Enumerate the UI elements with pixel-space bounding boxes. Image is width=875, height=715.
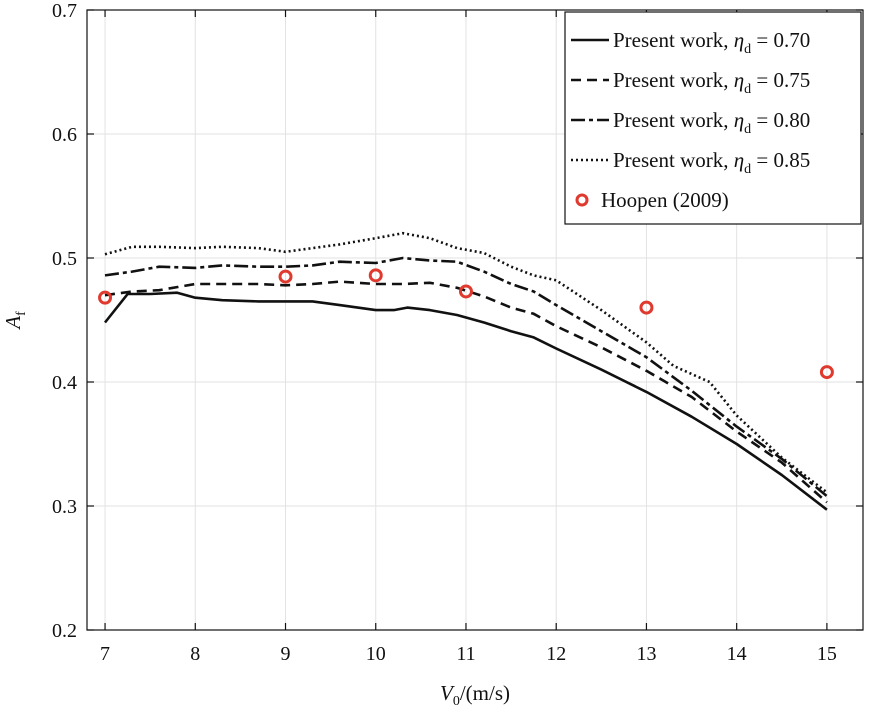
- legend-label-2: Present work, ηd = 0.80: [613, 108, 810, 137]
- y-tick-label-5: 0.7: [52, 0, 77, 22]
- x-tick-label-7: 14: [727, 643, 747, 665]
- axis-ticks: 7 8 9 10 11 12 13 14 15 0.2 0.3 0.4 0.5 0.6 0.7: [52, 0, 863, 665]
- legend: Present work, ηd = 0.70 Present work, ηd …: [564, 11, 862, 225]
- x-tick-label-1: 8: [190, 643, 200, 665]
- plot-frame: [86, 9, 864, 631]
- hoopen-point-2: [368, 268, 383, 283]
- hoopen-point-1: [278, 269, 293, 284]
- series-line-0: [103, 291, 828, 511]
- plot-series: [98, 231, 834, 511]
- x-tick-label-5: 12: [546, 643, 566, 665]
- x-tick-label-2: 9: [281, 643, 291, 665]
- series-line-1: [104, 280, 828, 504]
- x-tick-label-0: 7: [100, 643, 110, 665]
- x-tick-label-8: 15: [817, 643, 837, 665]
- y-tick-label-4: 0.6: [52, 124, 77, 146]
- legend-label-4: Hoopen (2009): [601, 188, 729, 212]
- hoopen-point-4: [639, 300, 654, 315]
- hoopen-point-5: [819, 365, 834, 380]
- y-axis-label: Af: [1, 311, 29, 331]
- x-tick-label-6: 13: [636, 643, 656, 665]
- y-tick-label-0: 0.2: [52, 620, 77, 642]
- y-tick-label-1: 0.3: [52, 496, 77, 518]
- x-tick-label-3: 10: [366, 643, 386, 665]
- x-tick-label-4: 11: [456, 643, 475, 665]
- series-line-2: [104, 256, 828, 498]
- legend-box: [564, 11, 862, 225]
- legend-label-1: Present work, ηd = 0.75: [613, 68, 810, 97]
- x-axis-label: V0/(m/s): [440, 681, 510, 709]
- hoopen-point-3: [458, 284, 473, 299]
- legend-label-0: Present work, ηd = 0.70: [613, 28, 810, 57]
- hoopen-point-0: [98, 290, 113, 305]
- y-tick-label-3: 0.5: [52, 248, 77, 270]
- legend-marker-4: [575, 193, 589, 207]
- legend-label-3: Present work, ηd = 0.85: [613, 148, 810, 177]
- y-tick-label-2: 0.4: [52, 372, 77, 394]
